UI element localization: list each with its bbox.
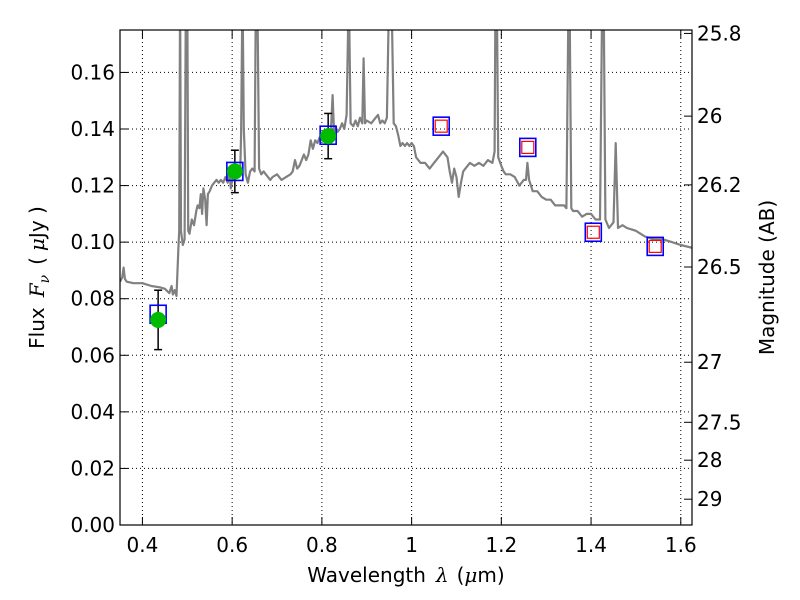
x-tick-label: 1 [405,533,418,557]
y2-tick-label: 26 [697,104,722,128]
model-photometry-box [646,236,665,257]
observed-flux-point [150,311,167,328]
model-photometry-box [519,137,537,158]
y2-axis-label: Magnitude (AB) [755,200,779,355]
y-tick-label: 0.00 [70,513,115,537]
y-axis-label: FluxFν(μJy ) [25,206,53,349]
y-tick-label: 0.14 [70,117,115,141]
x-tick-label: 1.2 [485,533,517,557]
y2-tick-label: 25.8 [697,21,742,45]
y2-tick-label: 26.2 [697,173,742,197]
x-tick-label: 1.4 [575,533,607,557]
y2-tick-label: 26.5 [697,255,742,279]
y-tick-label: 0.06 [70,343,115,367]
y-tick-label: 0.12 [70,174,115,198]
y2-tick-label: 29 [697,487,722,511]
y-tick-label: 0.08 [70,287,115,311]
predicted-flux-marker [521,140,535,154]
predicted-flux-marker [648,239,662,253]
x-axis-label: Wavelength λ (μm) [307,563,504,587]
model-photometry-box [584,222,603,243]
x-tick-label: 1.6 [665,533,697,557]
y-tick-label: 0.02 [70,456,115,480]
observed-flux-point [226,163,243,180]
x-tick-label: 0.8 [306,533,338,557]
x-tick-label: 0.4 [127,533,159,557]
model-photometry-box [432,116,451,136]
grid-lines [120,30,692,526]
axes-frame [119,29,693,526]
y2-tick-label: 28 [697,448,722,472]
y-tick-label: 0.04 [70,400,115,424]
predicted-flux-marker [434,119,448,133]
y-tick-label: 0.16 [70,60,115,84]
plot-area [120,30,692,351]
y-tick-label: 0.10 [70,230,115,254]
model-photometry-box [319,125,337,146]
axes-border [119,29,693,526]
predicted-flux-marker [586,225,600,239]
observed-flux-point [320,128,337,145]
model-spectrum-line [120,30,692,297]
x-tick-label: 0.6 [216,533,248,557]
y2-tick-label: 27.5 [697,410,742,434]
tick-labels: 0.4 0.6 0.8 1 1.2 1.4 1.6 0.00 0.02 0.04 0.06 0.08 0… [70,21,741,557]
y2-tick-label: 27 [697,350,722,374]
